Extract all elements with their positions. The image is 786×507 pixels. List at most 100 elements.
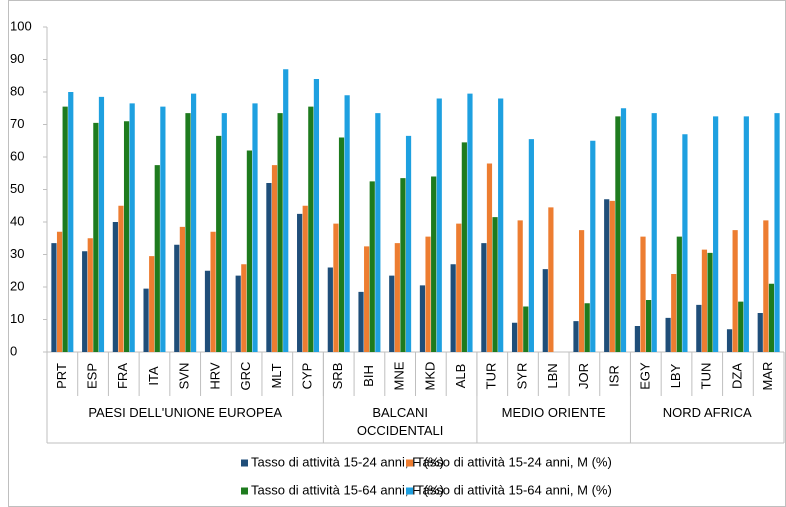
x-tick-label: CYP xyxy=(299,363,314,390)
bar xyxy=(51,243,57,352)
bar xyxy=(185,113,191,352)
x-tick-label: LBY xyxy=(668,363,683,388)
bar xyxy=(682,134,688,352)
bar xyxy=(221,113,227,352)
legend-swatch xyxy=(241,487,248,495)
bar xyxy=(400,178,406,352)
bar xyxy=(143,288,149,352)
bar xyxy=(774,113,780,352)
y-tick-label: 70 xyxy=(10,116,24,131)
bar xyxy=(456,223,462,352)
group-label: BALCANI OCCIDENTALI xyxy=(356,405,444,438)
bar xyxy=(620,108,627,352)
bar xyxy=(82,251,88,352)
bar xyxy=(634,326,641,352)
bar xyxy=(757,313,763,352)
bar xyxy=(179,226,185,352)
x-tick-label: FRA xyxy=(115,363,130,389)
bar xyxy=(333,223,339,352)
bar xyxy=(394,243,400,352)
y-tick-label: 40 xyxy=(10,213,24,228)
y-tick-label: 0 xyxy=(10,343,17,358)
bar xyxy=(98,96,105,352)
legend-swatch xyxy=(241,459,248,467)
bar xyxy=(604,199,610,352)
bar xyxy=(696,304,702,352)
bar xyxy=(241,264,247,352)
x-tick-label: ITA xyxy=(146,366,161,386)
bar xyxy=(369,181,375,352)
bar xyxy=(450,264,456,352)
bar xyxy=(302,205,308,352)
x-tick-label: ESP xyxy=(85,363,100,389)
bar xyxy=(216,135,222,352)
bar xyxy=(266,183,272,352)
y-tick-label: 30 xyxy=(10,246,24,261)
bar xyxy=(640,236,646,352)
bar xyxy=(190,93,197,352)
bar xyxy=(436,98,442,352)
bar xyxy=(461,142,467,352)
bar xyxy=(123,121,130,352)
bar xyxy=(584,303,590,352)
x-tick-label: MLT xyxy=(269,363,284,388)
bar xyxy=(425,236,431,352)
y-tick-label: 10 xyxy=(10,311,24,326)
bar xyxy=(481,243,487,352)
bar xyxy=(277,113,283,352)
bar xyxy=(313,79,320,352)
bar xyxy=(431,176,437,352)
y-tick-label: 50 xyxy=(10,181,24,196)
legend-label: Tasso di attività 15-24 anni, F (%) xyxy=(251,454,444,469)
x-tick-label: EGY xyxy=(637,362,652,390)
bar xyxy=(573,321,579,352)
bar xyxy=(763,220,769,352)
bar xyxy=(726,329,733,352)
bar xyxy=(498,98,504,352)
y-tick-label: 100 xyxy=(10,18,32,33)
bar xyxy=(523,306,529,352)
legend-swatch xyxy=(406,459,413,467)
bar xyxy=(344,95,350,352)
group-label: PAESI DELL'UNIONE EUROPEA xyxy=(88,405,283,420)
bar xyxy=(486,163,493,352)
bar xyxy=(492,217,498,352)
y-tick-label: 80 xyxy=(10,83,24,98)
x-tick-label: ALB xyxy=(453,364,468,389)
bar xyxy=(358,291,364,352)
bar xyxy=(112,222,118,352)
bar xyxy=(235,275,241,352)
bar xyxy=(174,244,180,352)
bar xyxy=(517,220,523,352)
bar xyxy=(701,249,708,352)
x-tick-label: TUR xyxy=(484,363,499,390)
bar xyxy=(154,165,160,352)
bar xyxy=(297,213,303,352)
bar xyxy=(713,116,719,352)
bar xyxy=(646,300,652,352)
bar xyxy=(676,236,682,352)
bar xyxy=(308,106,314,352)
bar xyxy=(389,275,395,352)
bar xyxy=(671,274,677,352)
bar xyxy=(93,122,99,352)
x-tick-label: PRT xyxy=(54,363,69,389)
x-tick-label: SYR xyxy=(514,363,529,390)
bar xyxy=(118,205,124,352)
bar xyxy=(68,92,74,352)
x-tick-label: SRB xyxy=(330,363,345,390)
bar xyxy=(609,200,615,352)
bar xyxy=(615,116,621,352)
bar xyxy=(210,231,216,352)
bar xyxy=(375,113,381,352)
x-tick-label: MAR xyxy=(760,362,775,391)
x-tick-label: DZA xyxy=(729,363,744,389)
bar xyxy=(743,116,749,352)
bar xyxy=(768,283,775,352)
bar xyxy=(56,231,63,352)
x-tick-label: SVN xyxy=(177,363,192,390)
bar xyxy=(419,285,426,352)
bar xyxy=(732,230,738,352)
bar xyxy=(528,139,534,352)
legend-label: Tasso di attività 15-24 anni, M (%) xyxy=(416,454,612,469)
